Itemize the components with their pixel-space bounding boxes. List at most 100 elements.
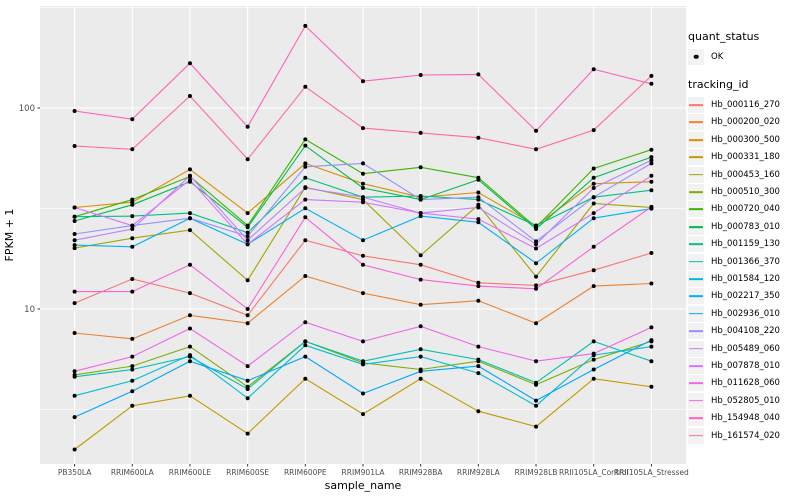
line-swatch-icon xyxy=(689,347,703,350)
data-point xyxy=(649,359,654,364)
data-point xyxy=(245,211,250,216)
data-point xyxy=(476,205,481,210)
data-point xyxy=(72,238,77,243)
data-point xyxy=(476,364,481,369)
legend-swatch-Hb_007878_010 xyxy=(688,357,704,374)
x-tick-label: PB350LA xyxy=(58,468,92,477)
legend-label-ok: OK xyxy=(711,51,724,62)
legend-swatch-Hb_000200_020 xyxy=(688,114,704,131)
line-swatch-icon xyxy=(689,434,703,437)
data-point xyxy=(534,380,539,385)
data-point xyxy=(130,277,135,281)
legend-label: Hb_001366_370 xyxy=(711,256,780,267)
data-point xyxy=(303,23,308,28)
data-point xyxy=(418,130,423,135)
data-point xyxy=(361,161,365,166)
data-point xyxy=(245,396,250,401)
data-point xyxy=(591,367,596,372)
data-point xyxy=(72,219,77,223)
data-point xyxy=(476,217,481,222)
data-point xyxy=(72,415,77,420)
data-point xyxy=(245,225,250,230)
data-point xyxy=(72,205,77,210)
data-point xyxy=(72,447,77,452)
line-swatch-icon xyxy=(689,260,703,263)
legend-label: Hb_000783_010 xyxy=(711,221,780,232)
data-point xyxy=(476,195,481,200)
data-point xyxy=(187,167,192,172)
data-point xyxy=(303,238,308,243)
x-tick-label: RRIM928BA xyxy=(399,468,444,477)
data-point xyxy=(303,206,308,211)
data-point xyxy=(361,79,365,84)
legend-swatch-Hb_000331_180 xyxy=(688,149,704,166)
data-point xyxy=(130,244,135,249)
line-swatch-icon xyxy=(689,365,703,367)
data-point xyxy=(303,137,308,142)
data-point xyxy=(361,171,365,176)
legend-swatch-Hb_011628_060 xyxy=(688,375,704,392)
data-point xyxy=(476,371,481,376)
legend-entry-Hb_000720_040: Hb_000720_040 xyxy=(688,201,800,218)
data-point xyxy=(591,339,596,344)
data-point xyxy=(649,204,654,209)
data-point xyxy=(591,244,596,249)
data-point xyxy=(130,147,135,152)
data-point xyxy=(534,246,539,251)
legend-label: Hb_000510_300 xyxy=(711,187,780,198)
legend-entry-Hb_161574_020: Hb_161574_020 xyxy=(688,427,800,444)
data-point xyxy=(187,326,192,331)
legend-swatch-Hb_052805_010 xyxy=(688,392,704,409)
line-swatch-icon xyxy=(689,312,703,315)
legend: quant_status OK tracking_id Hb_000116_27… xyxy=(688,30,800,444)
legend-swatch-Hb_001159_130 xyxy=(688,236,704,253)
data-point xyxy=(303,186,308,190)
legend-label: Hb_161574_020 xyxy=(711,430,780,441)
data-point xyxy=(418,347,423,352)
legend-label: Hb_002217_350 xyxy=(711,291,780,302)
data-point xyxy=(534,147,539,152)
data-point xyxy=(187,177,192,182)
data-point xyxy=(591,357,596,362)
data-point xyxy=(130,227,135,231)
legend-title-tracking-id: tracking_id xyxy=(688,78,749,92)
data-point xyxy=(591,128,596,133)
line-swatch-icon xyxy=(689,399,703,402)
data-point xyxy=(591,175,596,180)
data-point xyxy=(245,321,250,326)
data-point xyxy=(476,135,481,140)
data-point xyxy=(187,359,192,364)
legend-label: Hb_000453_160 xyxy=(711,169,780,180)
legend-label: Hb_154948_040 xyxy=(711,413,780,424)
line-swatch-icon xyxy=(689,139,703,141)
data-point xyxy=(591,166,596,171)
ok-point-marker xyxy=(688,48,704,65)
legend-entry-Hb_011628_060: Hb_011628_060 xyxy=(688,375,800,392)
legend-entry-Hb_004108_220: Hb_004108_220 xyxy=(688,322,800,340)
line-swatch-icon xyxy=(689,330,703,332)
data-point xyxy=(245,313,250,318)
legend-swatch-Hb_001584_120 xyxy=(688,270,704,287)
data-point xyxy=(418,376,423,381)
line-swatch-icon xyxy=(689,243,703,246)
data-point xyxy=(649,179,654,184)
legend-label: Hb_000720_040 xyxy=(711,204,780,215)
data-point xyxy=(476,72,481,77)
data-point xyxy=(476,220,481,225)
data-point xyxy=(476,298,481,303)
data-point xyxy=(72,331,77,335)
data-point xyxy=(649,188,654,193)
data-point xyxy=(361,362,365,367)
legend-entry-Hb_000510_300: Hb_000510_300 xyxy=(688,183,800,201)
data-point xyxy=(649,173,654,178)
data-point xyxy=(591,216,596,221)
data-point xyxy=(72,144,77,148)
data-point xyxy=(303,354,308,359)
legend-label: Hb_000300_500 xyxy=(711,134,780,145)
data-point xyxy=(303,197,308,202)
data-point xyxy=(591,201,596,206)
data-point xyxy=(245,157,250,162)
data-point xyxy=(361,200,365,205)
data-point xyxy=(476,280,481,285)
data-point xyxy=(187,216,192,221)
